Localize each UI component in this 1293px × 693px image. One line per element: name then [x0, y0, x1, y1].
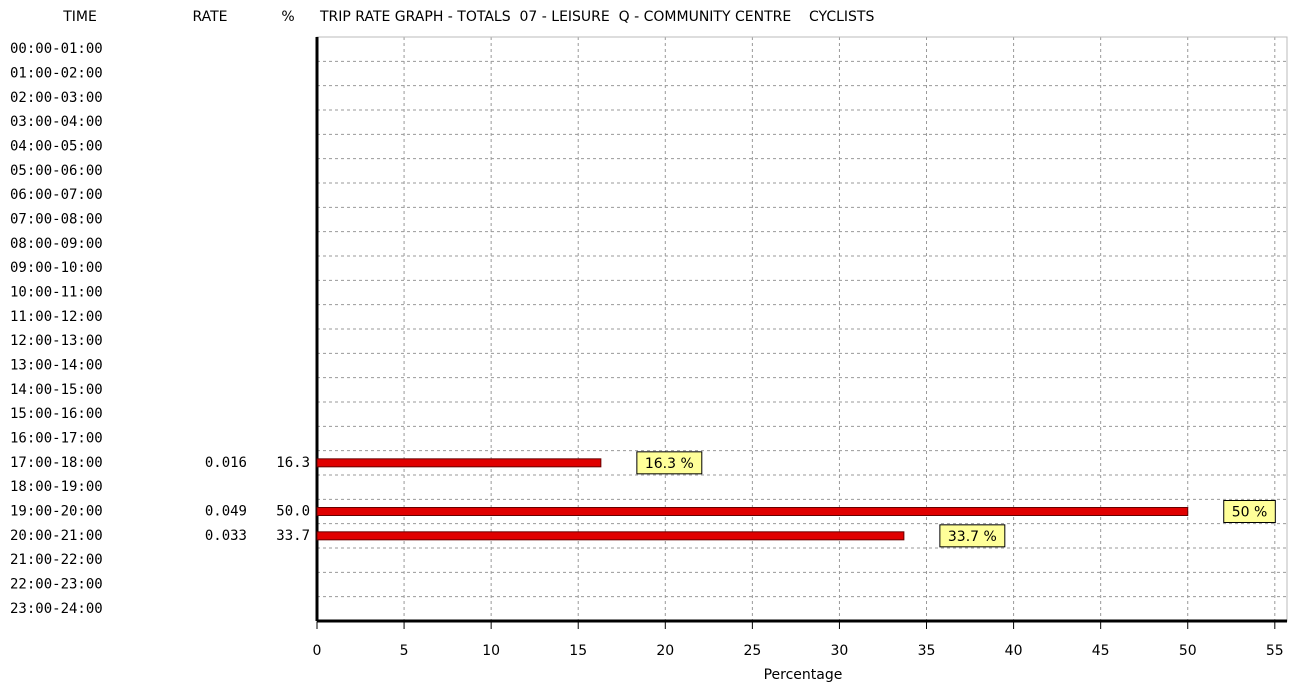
category-label: 16:00-17:00	[10, 431, 103, 447]
value-label-box	[1223, 500, 1276, 523]
rate-value: 0.033	[205, 528, 247, 544]
x-tick-label: 5	[400, 643, 409, 659]
value-label-box	[939, 524, 1006, 548]
x-tick-label: 0	[313, 643, 322, 659]
category-label: 00:00-01:00	[10, 41, 103, 57]
value-label: 33.7 %	[948, 529, 997, 545]
category-label: 05:00-06:00	[10, 163, 103, 179]
category-label: 14:00-15:00	[10, 382, 103, 398]
category-label: 15:00-16:00	[10, 406, 103, 422]
x-tick-label: 25	[743, 643, 761, 659]
percent-value: 33.7	[276, 528, 310, 544]
category-label: 13:00-14:00	[10, 358, 103, 374]
bar	[316, 507, 1189, 516]
value-label: 50 %	[1232, 505, 1268, 521]
category-label: 21:00-22:00	[10, 552, 103, 568]
x-tick-label: 20	[656, 643, 674, 659]
x-tick-label: 30	[831, 643, 849, 659]
rate-value: 0.016	[205, 455, 247, 471]
category-label: 09:00-10:00	[10, 260, 103, 276]
bar	[316, 458, 602, 468]
category-label: 01:00-02:00	[10, 66, 103, 82]
category-label: 08:00-09:00	[10, 236, 103, 252]
x-axis-label: Percentage	[764, 667, 843, 683]
rate-header: RATE	[192, 9, 227, 25]
time-header: TIME	[62, 9, 97, 25]
category-label: 18:00-19:00	[10, 479, 103, 495]
category-label: 12:00-13:00	[10, 333, 103, 349]
category-label: 06:00-07:00	[10, 187, 103, 203]
x-tick-label: 50	[1179, 643, 1197, 659]
category-label: 10:00-11:00	[10, 285, 103, 301]
x-tick-label: 10	[482, 643, 500, 659]
category-label: 23:00-24:00	[10, 601, 103, 617]
category-label: 07:00-08:00	[10, 212, 103, 228]
chart-title: TRIP RATE GRAPH - TOTALS 07 - LEISURE Q …	[319, 9, 874, 25]
value-label-box	[636, 451, 703, 475]
category-label: 22:00-23:00	[10, 577, 103, 593]
category-label: 04:00-05:00	[10, 139, 103, 155]
percent-header: %	[281, 9, 294, 25]
category-label: 03:00-04:00	[10, 114, 103, 130]
x-tick-label: 35	[918, 643, 936, 659]
bar	[316, 531, 905, 541]
category-label: 17:00-18:00	[10, 455, 103, 471]
category-label: 19:00-20:00	[10, 504, 103, 520]
x-tick-label: 55	[1266, 643, 1284, 659]
category-label: 02:00-03:00	[10, 90, 103, 106]
x-tick-label: 40	[1005, 643, 1023, 659]
x-tick-label: 15	[569, 643, 587, 659]
percent-value: 16.3	[276, 455, 310, 471]
category-label: 11:00-12:00	[10, 309, 103, 325]
percent-value: 50.0	[276, 504, 310, 520]
x-tick-label: 45	[1092, 643, 1110, 659]
value-label: 16.3 %	[645, 456, 694, 472]
rate-value: 0.049	[205, 504, 247, 520]
category-label: 20:00-21:00	[10, 528, 103, 544]
